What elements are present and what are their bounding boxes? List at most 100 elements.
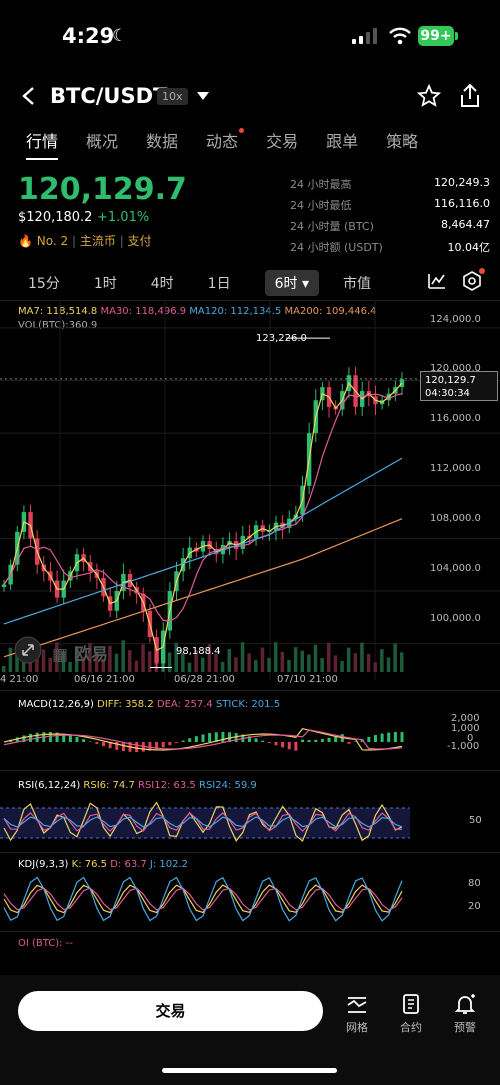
low-marker-label: 98,188.4 bbox=[176, 646, 221, 657]
contract-icon bbox=[403, 994, 419, 1014]
y-tick: 100,000.0 bbox=[430, 613, 481, 624]
candle-body bbox=[1, 584, 7, 588]
volume-bar bbox=[313, 644, 318, 672]
tag-payment[interactable]: 支付 bbox=[127, 234, 152, 248]
tab-overview[interactable]: 概况 bbox=[86, 132, 119, 151]
fullscreen-icon[interactable] bbox=[14, 636, 42, 664]
y-tick: 112,000.0 bbox=[430, 463, 481, 474]
volume-label: VOL(BTC):360.9 bbox=[18, 320, 98, 331]
volume-bar bbox=[55, 642, 59, 672]
macd-bar bbox=[301, 739, 304, 742]
volume-bar bbox=[400, 652, 404, 672]
macd-stick: STICK: 201.5 bbox=[215, 699, 281, 710]
tf-15m[interactable]: 15分 bbox=[28, 276, 60, 292]
trade-button[interactable]: 交易 bbox=[18, 991, 323, 1031]
macd-bar bbox=[254, 738, 258, 742]
okx-logo-icon: ▦ bbox=[52, 645, 74, 665]
cellular-signal-icon bbox=[352, 28, 377, 44]
macd-bar bbox=[68, 735, 72, 742]
star-icon[interactable] bbox=[417, 84, 441, 108]
macd-bar bbox=[247, 736, 251, 742]
stat-row-vol: 24 小时量 (BTC) 8,464.47 bbox=[290, 218, 490, 233]
indicator-icon[interactable] bbox=[427, 272, 447, 290]
tab-trade[interactable]: 交易 bbox=[266, 132, 299, 151]
macd-bar bbox=[29, 733, 33, 742]
macd-bar bbox=[393, 732, 397, 742]
volume-bar bbox=[380, 649, 384, 672]
candlestick-chart[interactable] bbox=[0, 300, 500, 690]
pair-title[interactable]: BTC/USDT bbox=[50, 84, 168, 108]
macd-bar bbox=[214, 732, 218, 742]
macd-label: MACD(12,26,9) bbox=[18, 699, 94, 710]
volume-bar bbox=[8, 647, 13, 672]
macd-tick: -1,000 bbox=[447, 741, 480, 752]
macd-bar bbox=[174, 742, 178, 743]
macd-bar bbox=[373, 735, 377, 742]
dropdown-triangle-icon[interactable] bbox=[196, 91, 210, 101]
macd-bar bbox=[62, 733, 66, 742]
y-tick: 108,000.0 bbox=[430, 513, 481, 524]
macd-bar bbox=[334, 736, 338, 742]
volume-bar bbox=[81, 657, 86, 672]
kdj-k-line bbox=[3, 884, 403, 914]
macd-bar bbox=[108, 742, 112, 749]
back-icon[interactable] bbox=[20, 86, 38, 106]
volume-bar bbox=[366, 653, 371, 672]
kdj-chart bbox=[3, 876, 403, 922]
contract-button[interactable]: 合约 bbox=[389, 993, 433, 1035]
rsi-tick: 50 bbox=[469, 815, 482, 826]
kdj-legend: KDJ(9,3,3) K: 76.5 D: 63.7 J: 102.2 bbox=[18, 859, 188, 870]
tab-copy[interactable]: 跟单 bbox=[326, 132, 359, 151]
kdj-d: D: 63.7 bbox=[110, 859, 147, 870]
volume-bar bbox=[174, 642, 178, 672]
tf-4h[interactable]: 4时 bbox=[150, 276, 174, 292]
macd-dea-line bbox=[3, 729, 403, 750]
volume-bar bbox=[2, 666, 6, 672]
macd-bar bbox=[367, 736, 371, 742]
kdj-tick: 80 bbox=[468, 878, 481, 889]
countdown-label: 04:30:34 bbox=[425, 388, 470, 399]
volume-bar bbox=[187, 662, 192, 672]
share-icon[interactable] bbox=[458, 83, 482, 109]
timeframe-bar: 15分 1时 4时 1日 6时 ▾ 市值 bbox=[28, 270, 405, 296]
volume-bar bbox=[273, 642, 278, 672]
volume-bar bbox=[194, 650, 198, 672]
stat-row-high: 24 小时最高 120,249.3 bbox=[290, 176, 490, 191]
tab-data[interactable]: 数据 bbox=[146, 132, 179, 151]
rsi12-line bbox=[3, 812, 403, 832]
tf-1d[interactable]: 1日 bbox=[207, 276, 231, 292]
volume-bar bbox=[74, 646, 79, 672]
macd-bar bbox=[148, 742, 152, 751]
macd-bar bbox=[102, 742, 105, 747]
volume-bar bbox=[300, 650, 304, 672]
tag-mainstream[interactable]: 主流币 bbox=[79, 234, 116, 248]
volume-bar bbox=[287, 660, 291, 672]
macd-bar bbox=[281, 742, 285, 748]
macd-tick: 0 bbox=[467, 733, 474, 744]
y-tick: 104,000.0 bbox=[430, 563, 481, 574]
macd-bar bbox=[208, 733, 212, 742]
tab-strategy[interactable]: 策略 bbox=[386, 132, 419, 151]
volume-bar bbox=[147, 651, 152, 672]
volume-bar bbox=[320, 658, 324, 672]
volume-bar bbox=[386, 657, 391, 672]
grid-button[interactable]: 网格 bbox=[335, 993, 379, 1035]
usd-price: $120,180.2 bbox=[18, 210, 93, 225]
macd-bar bbox=[274, 742, 278, 746]
tf-1h[interactable]: 1时 bbox=[93, 276, 117, 292]
kdj-k: K: 76.5 bbox=[71, 859, 108, 870]
ma200-value: MA200: 109,446.4 bbox=[284, 306, 377, 317]
tab-news[interactable]: 动态 bbox=[206, 128, 245, 160]
settings-icon[interactable] bbox=[462, 271, 482, 291]
alert-button[interactable]: 预警 bbox=[443, 993, 487, 1035]
high-marker-label: 123,226.0 bbox=[256, 333, 307, 344]
tf-marketcap[interactable]: 市值 bbox=[343, 276, 371, 292]
macd-bar bbox=[354, 741, 358, 742]
volume-bar bbox=[360, 642, 364, 672]
settings-badge bbox=[479, 268, 485, 274]
kdj-label: KDJ(9,3,3) bbox=[18, 859, 69, 870]
tf-selected[interactable]: 6时 ▾ bbox=[264, 270, 319, 296]
tab-market[interactable]: 行情 bbox=[26, 128, 59, 160]
volume-bar bbox=[247, 653, 251, 672]
stat-row-amount: 24 小时额 (USDT) 10.04亿 bbox=[290, 241, 490, 254]
